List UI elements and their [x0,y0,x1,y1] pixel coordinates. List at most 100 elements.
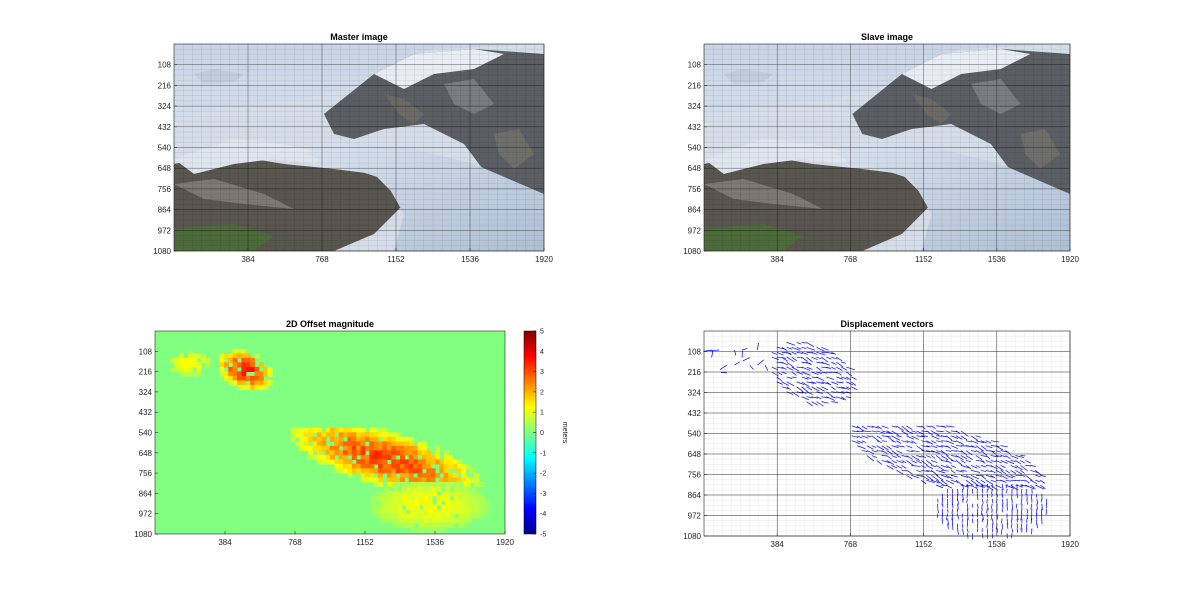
heatmap-cell [471,513,477,519]
vector-arrow [816,361,825,364]
heatmap-cell [386,468,392,474]
vector-arrow [1000,528,1003,535]
heatmap-cell [347,432,353,438]
heatmap-cell [378,459,384,465]
vector-arrow [876,440,882,443]
vector-arrow [965,484,973,487]
heatmap-cell [205,357,211,363]
vector-arrow [1011,503,1014,510]
heatmap-cell [461,481,467,488]
vector-arrow [781,381,789,386]
vector-arrow [1040,484,1046,489]
vector-arrow [1010,470,1017,474]
y-tick-label: 432 [139,408,153,417]
vector-arrow [831,356,838,360]
vector-arrow [811,386,820,392]
vector-arrow [781,356,788,362]
vector-arrow [806,401,813,407]
vector-arrow [781,347,788,351]
vector-arrow [940,455,949,461]
y-tick-label: 540 [688,144,702,153]
heatmap-cell [471,486,477,492]
vector-arrow [975,455,983,460]
heatmap-cell [373,445,379,451]
heatmap-cell [347,459,353,465]
y-tick-label: 216 [139,368,153,377]
vector-arrow [941,435,947,438]
heatmap-cell [237,371,243,377]
vector-arrow [841,396,847,401]
vector-arrow [945,484,952,489]
heatmap-cell [475,513,481,519]
heatmap-cell [303,432,309,438]
heatmap-cell [443,472,449,479]
heatmap-cell [334,436,340,442]
vector-arrow [781,371,787,375]
vector-arrow [990,513,993,520]
vector-arrow [1005,455,1011,459]
vector-arrow [1000,470,1007,475]
heatmap-cell [321,436,327,442]
vector-arrow [906,435,915,440]
y-tick-label: 324 [688,389,702,398]
vector-arrow [940,479,948,485]
vector-arrow [861,425,868,430]
heatmap-cell [258,375,264,382]
vector-arrow [1035,474,1041,478]
vector-arrow [1030,503,1033,510]
y-tick-label: 216 [688,368,702,377]
vector-arrow [876,435,882,440]
vector-arrow [826,381,832,386]
heatmap-cell [386,432,392,438]
vector-arrow [955,445,963,447]
heatmap-cell [458,518,464,524]
heatmap-cell [316,454,322,460]
vector-arrow [811,376,819,379]
vector-arrow [711,350,714,358]
heatmap-cell [360,463,366,470]
heatmap-cell [200,357,206,363]
heatmap-cell [414,486,420,492]
vector-arrow [926,465,933,469]
vector-arrow [1001,498,1004,505]
vector-arrow [866,435,872,437]
heatmap-cell [383,495,389,501]
vector-arrow [1001,503,1004,509]
heatmap-cell [174,362,180,368]
colorbar-tick-label: -3 [540,491,546,498]
heatmap-cell [347,472,353,479]
vector-arrow [836,381,844,384]
vector-arrow [1036,523,1038,529]
heatmap-cell [330,432,335,438]
heatmap-cell [303,445,309,451]
vector-arrow [911,440,917,445]
heatmap-cell [471,491,477,497]
heatmap-cell [334,468,340,474]
vector-arrow [801,356,808,362]
vector-arrow [821,396,829,399]
heatmap-cell [395,463,401,470]
minor-grid [703,43,1071,252]
heatmap-cell [432,518,438,524]
heatmap-cell [421,454,427,460]
vector-arrow [851,386,858,391]
heatmap-cell [440,482,446,488]
vector-arrow [806,342,815,347]
heatmap-cell [449,491,455,497]
heatmap-cell [205,362,211,368]
vector-arrow [816,366,822,372]
vector-arrow [841,376,849,380]
vector-arrow [1010,460,1016,462]
heatmap-cell [448,472,454,479]
heatmap-cell [405,504,411,510]
heatmap-cell [410,486,416,492]
heatmap-cell [414,513,420,519]
heatmap-cell [219,357,225,363]
heatmap-cell [405,522,411,528]
heatmap-cell [448,459,454,465]
heatmap-cell [453,518,459,524]
heatmap-cell [471,500,477,506]
heatmap-cell [414,491,420,497]
vector-arrow [945,440,955,445]
heatmap-cell [395,450,401,456]
